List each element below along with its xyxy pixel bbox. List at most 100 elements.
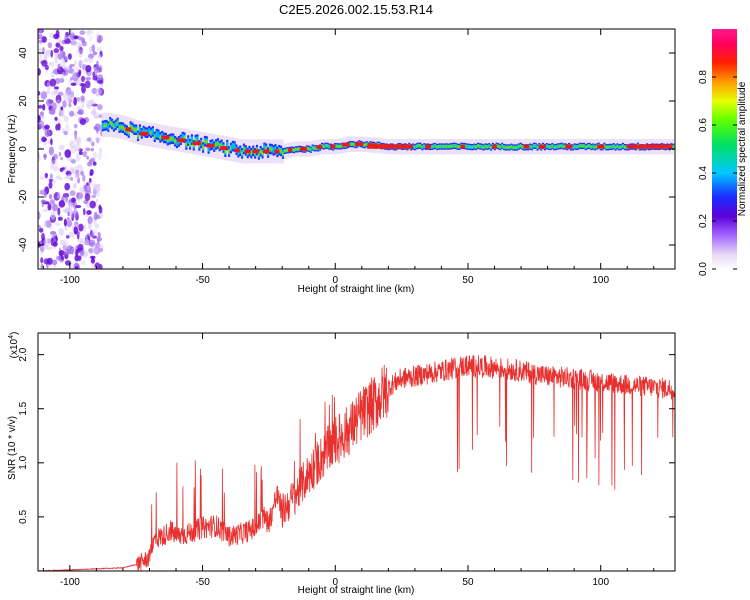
noise-blob: [74, 35, 79, 40]
noise-blob: [50, 138, 53, 146]
noise-blob: [70, 177, 74, 181]
ridge-core: [499, 146, 502, 149]
ridge-core: [605, 146, 608, 149]
noise-blob: [81, 41, 87, 47]
ridge-mid: [274, 146, 277, 153]
ridge-core: [365, 143, 368, 146]
noise-blob: [47, 203, 52, 211]
ridge-core: [447, 145, 450, 148]
ridge-core: [672, 145, 675, 148]
noise-blob: [53, 48, 59, 54]
ridge-mid: [328, 144, 331, 149]
ridge-core: [283, 149, 286, 152]
noise-blob: [62, 67, 69, 77]
spectrogram-y-tick-label: -40: [18, 237, 29, 252]
noise-blob: [70, 247, 76, 255]
noise-blob: [58, 144, 65, 151]
noise-blob: [38, 47, 42, 51]
noise-blob: [76, 49, 80, 54]
noise-blob: [76, 41, 82, 50]
noise-blob: [97, 185, 101, 192]
ridge-core: [482, 146, 485, 149]
noise-blob: [92, 188, 97, 195]
spectrogram-y-tick-label: -20: [18, 189, 29, 204]
noise-blob: [42, 137, 48, 142]
ridge-mid: [465, 144, 468, 149]
noise-blob: [74, 137, 81, 144]
noise-blob: [91, 44, 96, 53]
ridge-core: [486, 145, 489, 148]
noise-blob: [54, 86, 59, 90]
ridge-mid: [471, 145, 474, 150]
ridge-mid: [488, 144, 491, 149]
noise-blob: [97, 104, 103, 111]
ridge-mid: [516, 145, 519, 150]
colorbar-tick-label: 0.8: [698, 70, 709, 84]
noise-blob: [81, 104, 85, 108]
ridge-mid: [291, 147, 294, 152]
noise-blob: [39, 111, 45, 117]
noise-blob: [89, 100, 95, 106]
noise-blob: [88, 56, 94, 64]
noise-blob: [77, 237, 85, 244]
ridge-core: [517, 145, 520, 148]
ridge-core: [265, 147, 268, 151]
ridge-core: [170, 137, 173, 141]
ridge-peak: [206, 143, 215, 148]
snr-frame: [37, 332, 676, 572]
noise-blob: [88, 248, 94, 254]
noise-blob: [79, 30, 86, 36]
noise-blob: [69, 190, 76, 197]
colorbar-tick-label: 0.6: [698, 118, 709, 132]
noise-blob: [81, 75, 85, 83]
colorbar-label: Normalized spectral amplitude: [737, 81, 748, 216]
noise-blob: [70, 40, 77, 46]
ridge-core: [450, 145, 454, 148]
snr-x-tick-label: 0: [332, 577, 338, 588]
noise-blob: [93, 246, 101, 255]
noise-blob: [86, 99, 93, 109]
noise-blob: [38, 154, 41, 162]
noise-blob: [59, 167, 64, 173]
noise-blob: [96, 75, 103, 82]
chart-title: C2E5.2026.002.15.53.R14: [279, 2, 433, 17]
noise-blob: [67, 89, 74, 99]
noise-blob: [52, 165, 59, 172]
noise-blob: [92, 187, 96, 196]
ridge-core: [512, 146, 515, 149]
noise-blob: [46, 89, 51, 95]
noise-blob: [46, 246, 53, 251]
ridge-mid: [138, 126, 141, 133]
noise-blob: [50, 74, 56, 78]
ridge-mid: [324, 143, 327, 148]
noise-blob: [57, 37, 62, 45]
noise-blob: [64, 149, 72, 158]
ridge-mid: [148, 128, 151, 135]
noise-blob: [76, 192, 80, 200]
noise-blob: [97, 231, 101, 239]
ridge-core: [322, 145, 325, 148]
spectrogram-x-tick-label: -100: [60, 275, 80, 286]
noise-blob: [40, 91, 48, 100]
ridge-mid: [233, 143, 236, 150]
noise-blob: [82, 151, 87, 158]
ridge-peak: [220, 146, 228, 150]
noise-blob: [57, 91, 64, 97]
spectrogram-x-tick-label: 50: [462, 275, 474, 286]
noise-blob: [54, 77, 61, 85]
noise-blob: [74, 254, 80, 262]
ridge-mid: [348, 142, 351, 146]
ridge-core: [259, 149, 262, 153]
ridge-core: [281, 151, 285, 156]
ridge-mid: [311, 145, 314, 150]
noise-blob: [88, 159, 93, 165]
ridge-core: [430, 145, 433, 148]
ridge-core: [519, 144, 522, 147]
noise-blob: [88, 177, 92, 183]
ridge-core: [127, 130, 130, 135]
noise-blob: [94, 136, 102, 143]
ridge-core: [242, 147, 246, 151]
ridge-core: [135, 128, 138, 132]
noise-blob: [67, 95, 74, 102]
ridge-core: [458, 145, 461, 148]
